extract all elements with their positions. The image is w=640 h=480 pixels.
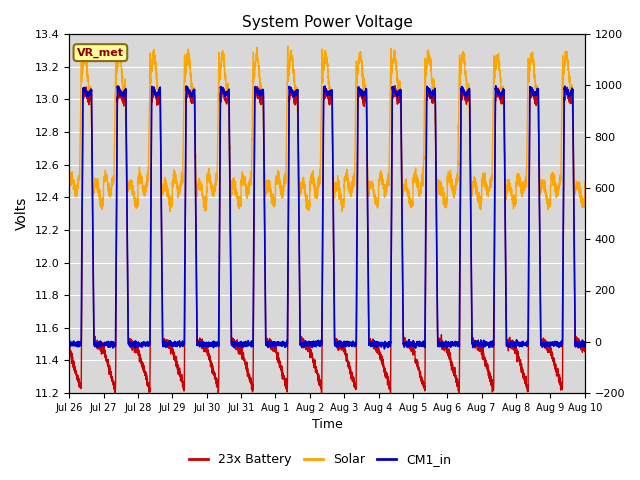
23x Battery bbox=[580, 347, 588, 352]
23x Battery bbox=[158, 251, 166, 257]
Solar bbox=[472, 183, 479, 189]
Line: 23x Battery: 23x Battery bbox=[69, 85, 585, 396]
23x Battery bbox=[581, 347, 589, 352]
X-axis label: Time: Time bbox=[312, 419, 342, 432]
CM1_in bbox=[580, 343, 588, 349]
CM1_in bbox=[65, 342, 73, 348]
Solar bbox=[308, 173, 316, 179]
CM1_in bbox=[381, 346, 388, 352]
23x Battery bbox=[391, 83, 399, 88]
Line: CM1_in: CM1_in bbox=[69, 86, 585, 349]
23x Battery bbox=[472, 339, 479, 345]
Text: VR_met: VR_met bbox=[77, 48, 124, 58]
Solar bbox=[443, 200, 451, 206]
Legend: 23x Battery, Solar, CM1_in: 23x Battery, Solar, CM1_in bbox=[184, 448, 456, 471]
CM1_in bbox=[442, 342, 450, 348]
Solar bbox=[414, 184, 422, 190]
CM1_in bbox=[581, 341, 589, 347]
CM1_in bbox=[158, 251, 166, 256]
Solar bbox=[284, 43, 292, 49]
Solar bbox=[580, 204, 588, 210]
CM1_in bbox=[414, 339, 422, 345]
Solar bbox=[166, 209, 174, 215]
Solar bbox=[65, 179, 73, 185]
CM1_in bbox=[308, 342, 316, 348]
CM1_in bbox=[492, 83, 500, 89]
Solar bbox=[158, 190, 166, 195]
Solar bbox=[581, 180, 589, 185]
23x Battery bbox=[414, 366, 422, 372]
Line: Solar: Solar bbox=[69, 46, 585, 212]
23x Battery bbox=[65, 342, 73, 348]
Y-axis label: Volts: Volts bbox=[15, 197, 29, 230]
23x Battery bbox=[308, 352, 316, 358]
23x Battery bbox=[387, 393, 394, 399]
23x Battery bbox=[443, 343, 451, 348]
CM1_in bbox=[472, 338, 479, 344]
Title: System Power Voltage: System Power Voltage bbox=[241, 15, 412, 30]
